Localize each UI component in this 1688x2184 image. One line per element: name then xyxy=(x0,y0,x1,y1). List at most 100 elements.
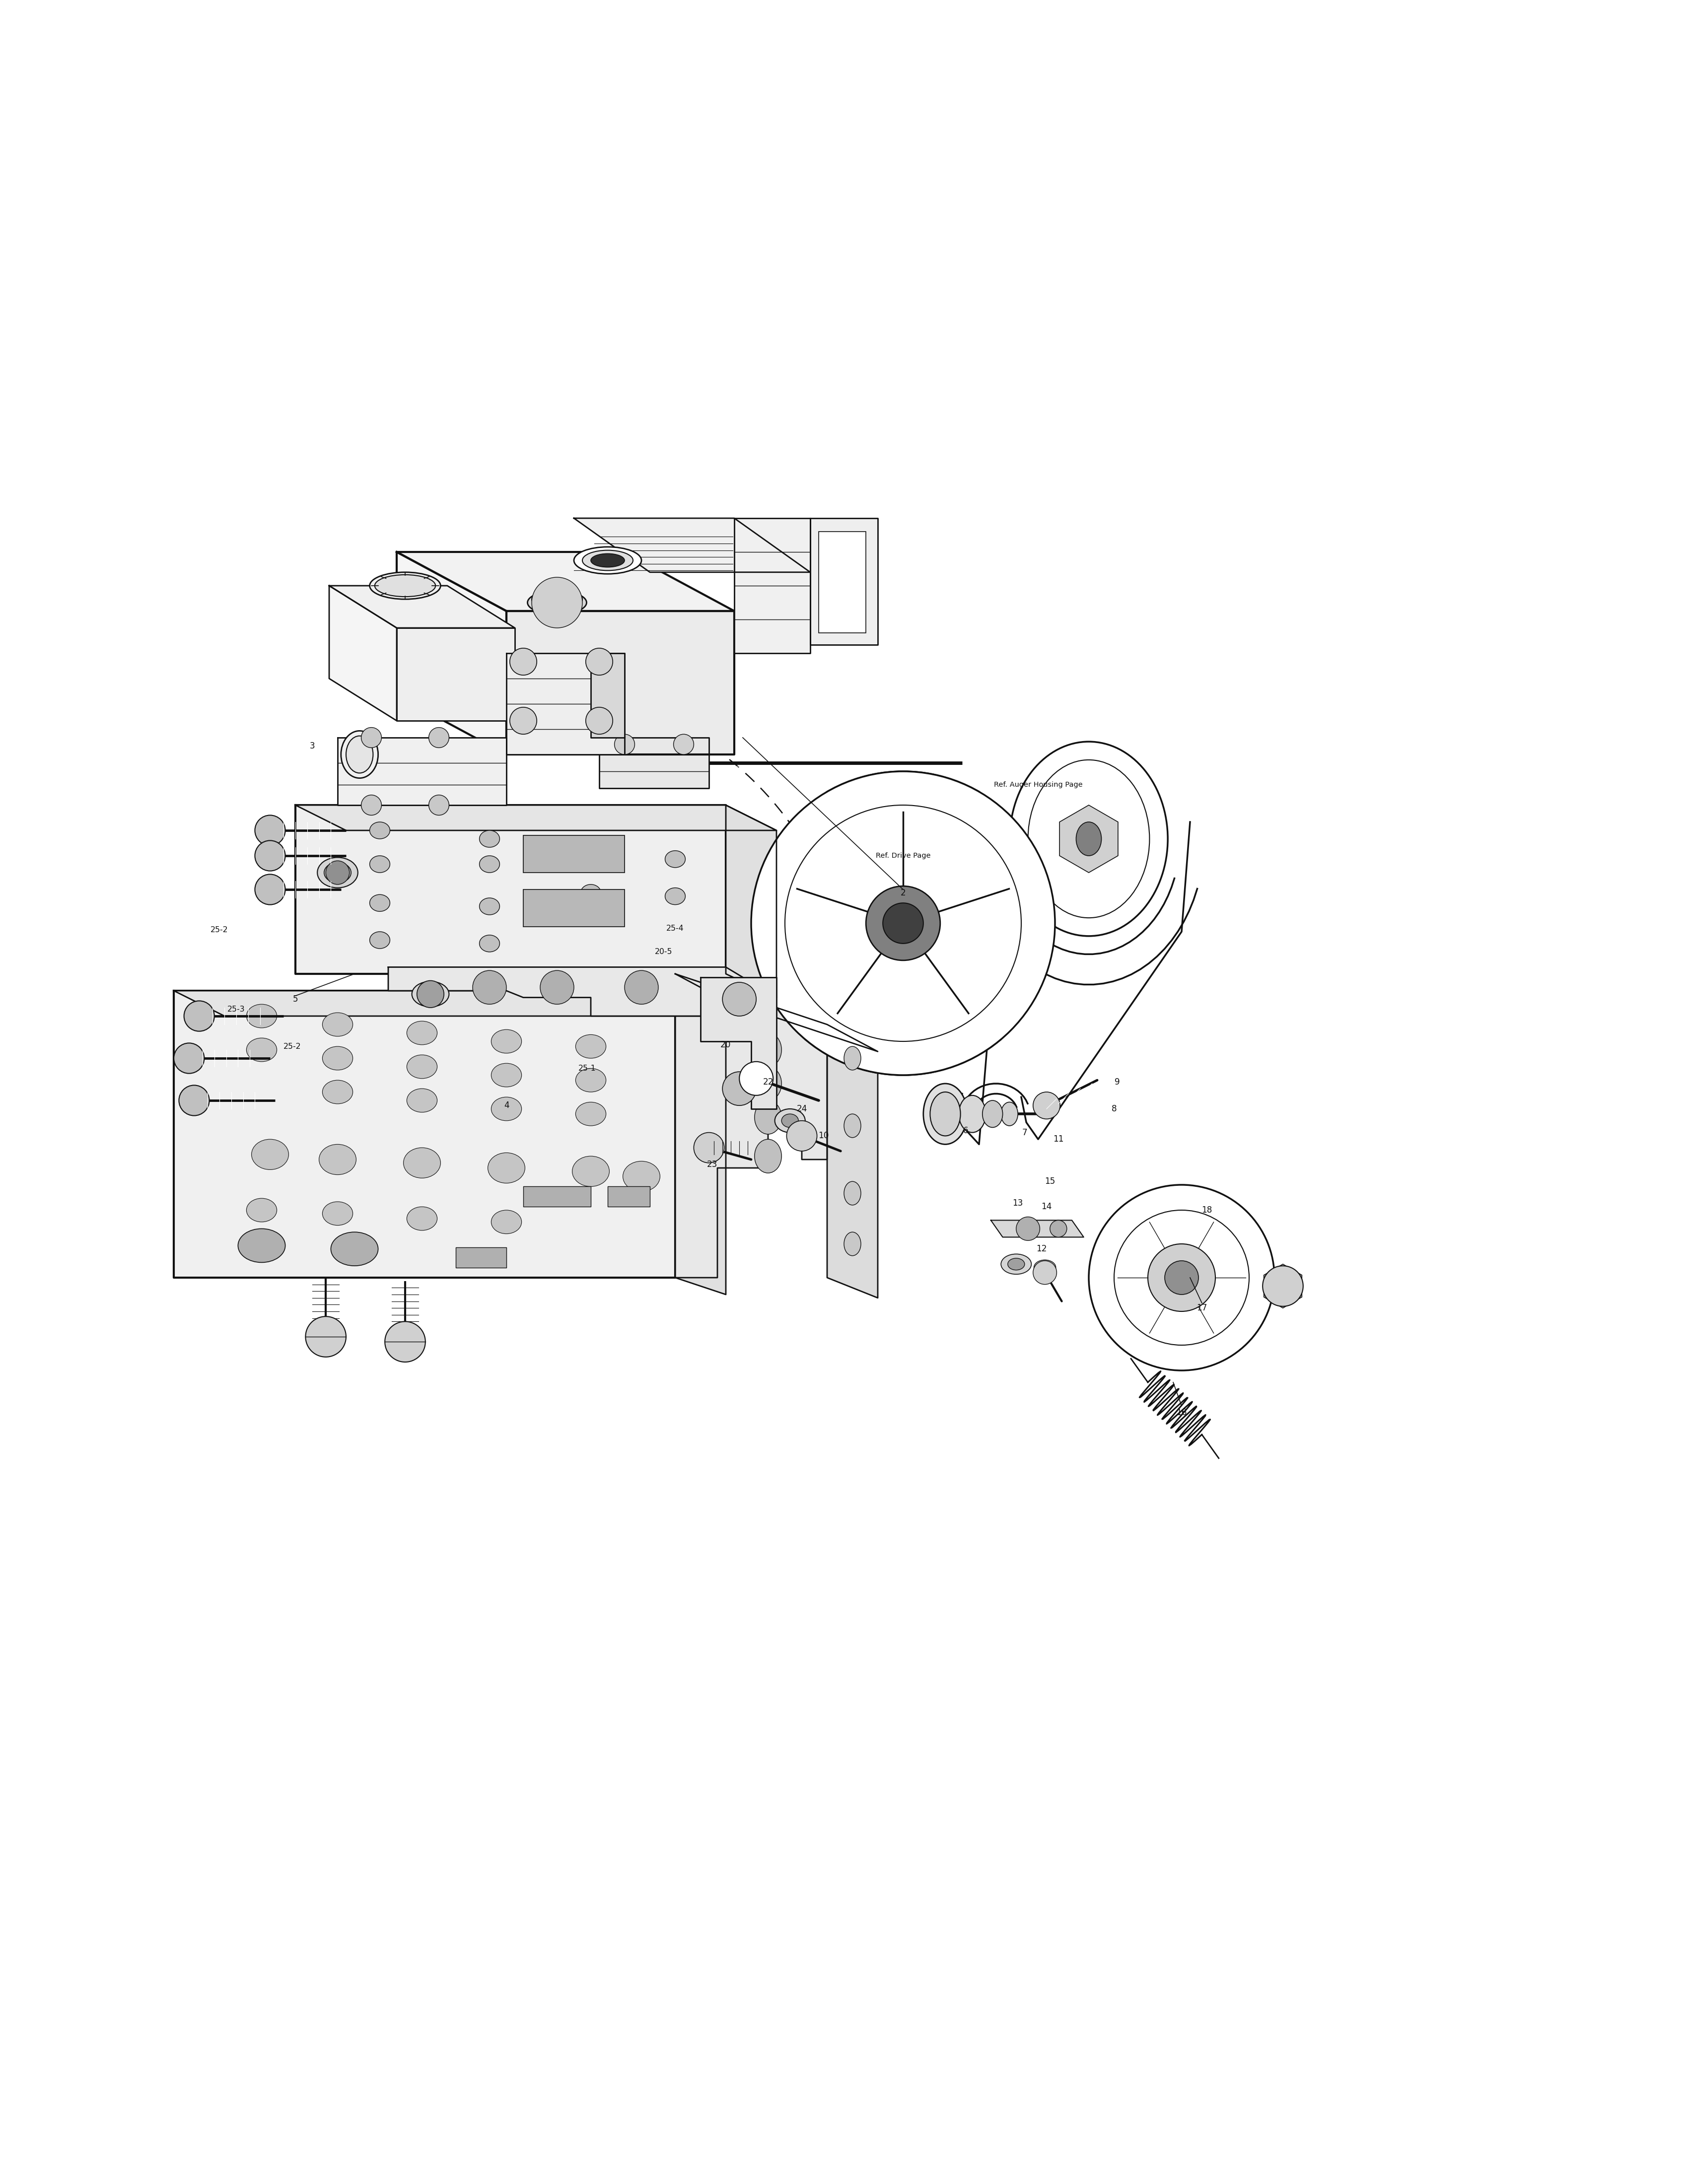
Circle shape xyxy=(694,1133,724,1162)
Circle shape xyxy=(255,841,285,871)
Ellipse shape xyxy=(346,736,373,773)
Circle shape xyxy=(1033,1092,1060,1118)
Ellipse shape xyxy=(246,1037,277,1061)
Ellipse shape xyxy=(322,1201,353,1225)
Circle shape xyxy=(866,887,940,961)
Text: 4: 4 xyxy=(503,1101,510,1109)
Ellipse shape xyxy=(1001,1103,1018,1125)
Ellipse shape xyxy=(1009,743,1168,937)
Text: 6: 6 xyxy=(962,1127,969,1136)
Text: 14: 14 xyxy=(1041,1201,1052,1212)
Ellipse shape xyxy=(488,1153,525,1184)
Ellipse shape xyxy=(322,1013,353,1035)
Circle shape xyxy=(1263,1267,1303,1306)
Ellipse shape xyxy=(755,1140,782,1173)
Circle shape xyxy=(184,1000,214,1031)
Polygon shape xyxy=(329,585,397,721)
Circle shape xyxy=(586,649,613,675)
Circle shape xyxy=(429,795,449,815)
Ellipse shape xyxy=(982,1101,1003,1127)
Ellipse shape xyxy=(246,1199,277,1223)
Circle shape xyxy=(1114,1210,1249,1345)
Text: 2: 2 xyxy=(900,889,906,898)
Ellipse shape xyxy=(331,1232,378,1267)
Text: 9: 9 xyxy=(1114,1077,1121,1085)
Text: 3: 3 xyxy=(309,743,316,751)
Ellipse shape xyxy=(582,550,633,570)
Ellipse shape xyxy=(238,1230,285,1262)
Ellipse shape xyxy=(1028,760,1150,917)
Ellipse shape xyxy=(479,898,500,915)
Circle shape xyxy=(540,970,574,1005)
Ellipse shape xyxy=(527,590,587,614)
Ellipse shape xyxy=(322,1081,353,1103)
Ellipse shape xyxy=(317,858,358,887)
Bar xyxy=(819,531,866,633)
Ellipse shape xyxy=(591,553,625,568)
Ellipse shape xyxy=(1067,812,1111,865)
Ellipse shape xyxy=(252,1140,289,1171)
Ellipse shape xyxy=(479,935,500,952)
Ellipse shape xyxy=(370,572,441,598)
Polygon shape xyxy=(329,585,515,629)
Ellipse shape xyxy=(755,1066,782,1101)
Text: 5: 5 xyxy=(292,994,299,1005)
Polygon shape xyxy=(675,974,827,1278)
Circle shape xyxy=(586,708,613,734)
Ellipse shape xyxy=(491,1064,522,1088)
Circle shape xyxy=(510,649,537,675)
Ellipse shape xyxy=(407,1022,437,1044)
Circle shape xyxy=(532,577,582,629)
Ellipse shape xyxy=(246,1005,277,1029)
Circle shape xyxy=(1089,1184,1274,1372)
Ellipse shape xyxy=(923,1083,967,1144)
Ellipse shape xyxy=(844,1114,861,1138)
Circle shape xyxy=(1165,1260,1198,1295)
Polygon shape xyxy=(734,518,810,653)
Text: 18: 18 xyxy=(1202,1206,1212,1214)
Polygon shape xyxy=(174,992,726,1016)
Ellipse shape xyxy=(407,1208,437,1230)
Ellipse shape xyxy=(755,1101,782,1133)
Circle shape xyxy=(785,806,1021,1042)
Circle shape xyxy=(722,983,756,1016)
Text: 20-5: 20-5 xyxy=(655,948,672,957)
Circle shape xyxy=(1033,1260,1057,1284)
Ellipse shape xyxy=(959,1096,986,1133)
Ellipse shape xyxy=(574,546,641,574)
Circle shape xyxy=(255,815,285,845)
Circle shape xyxy=(1016,1216,1040,1241)
Ellipse shape xyxy=(581,885,601,902)
Polygon shape xyxy=(388,968,776,1016)
Ellipse shape xyxy=(491,1096,522,1120)
Polygon shape xyxy=(827,1024,878,1297)
Ellipse shape xyxy=(491,1210,522,1234)
Text: 25-4: 25-4 xyxy=(667,924,684,933)
Circle shape xyxy=(361,727,381,747)
Ellipse shape xyxy=(1008,1258,1025,1271)
Circle shape xyxy=(385,1321,425,1363)
Circle shape xyxy=(417,981,444,1007)
Text: 25-2: 25-2 xyxy=(284,1042,300,1051)
Polygon shape xyxy=(810,518,878,644)
Circle shape xyxy=(625,970,658,1005)
Polygon shape xyxy=(991,1221,1084,1236)
Ellipse shape xyxy=(407,1055,437,1079)
Text: 17: 17 xyxy=(1197,1304,1207,1313)
Polygon shape xyxy=(599,738,709,788)
Text: 13: 13 xyxy=(1013,1199,1023,1208)
Ellipse shape xyxy=(341,732,378,778)
Ellipse shape xyxy=(581,847,601,865)
Polygon shape xyxy=(675,992,726,1295)
Ellipse shape xyxy=(844,1182,861,1206)
Text: 8: 8 xyxy=(1111,1105,1117,1114)
Text: 15: 15 xyxy=(1045,1177,1055,1186)
Polygon shape xyxy=(295,806,776,830)
Polygon shape xyxy=(397,553,506,753)
Ellipse shape xyxy=(403,1149,441,1177)
Text: Ref. Auger Housing Page: Ref. Auger Housing Page xyxy=(994,782,1082,788)
Circle shape xyxy=(174,1044,204,1072)
Text: 20: 20 xyxy=(721,1040,731,1048)
Bar xyxy=(523,836,625,874)
Ellipse shape xyxy=(324,863,351,882)
